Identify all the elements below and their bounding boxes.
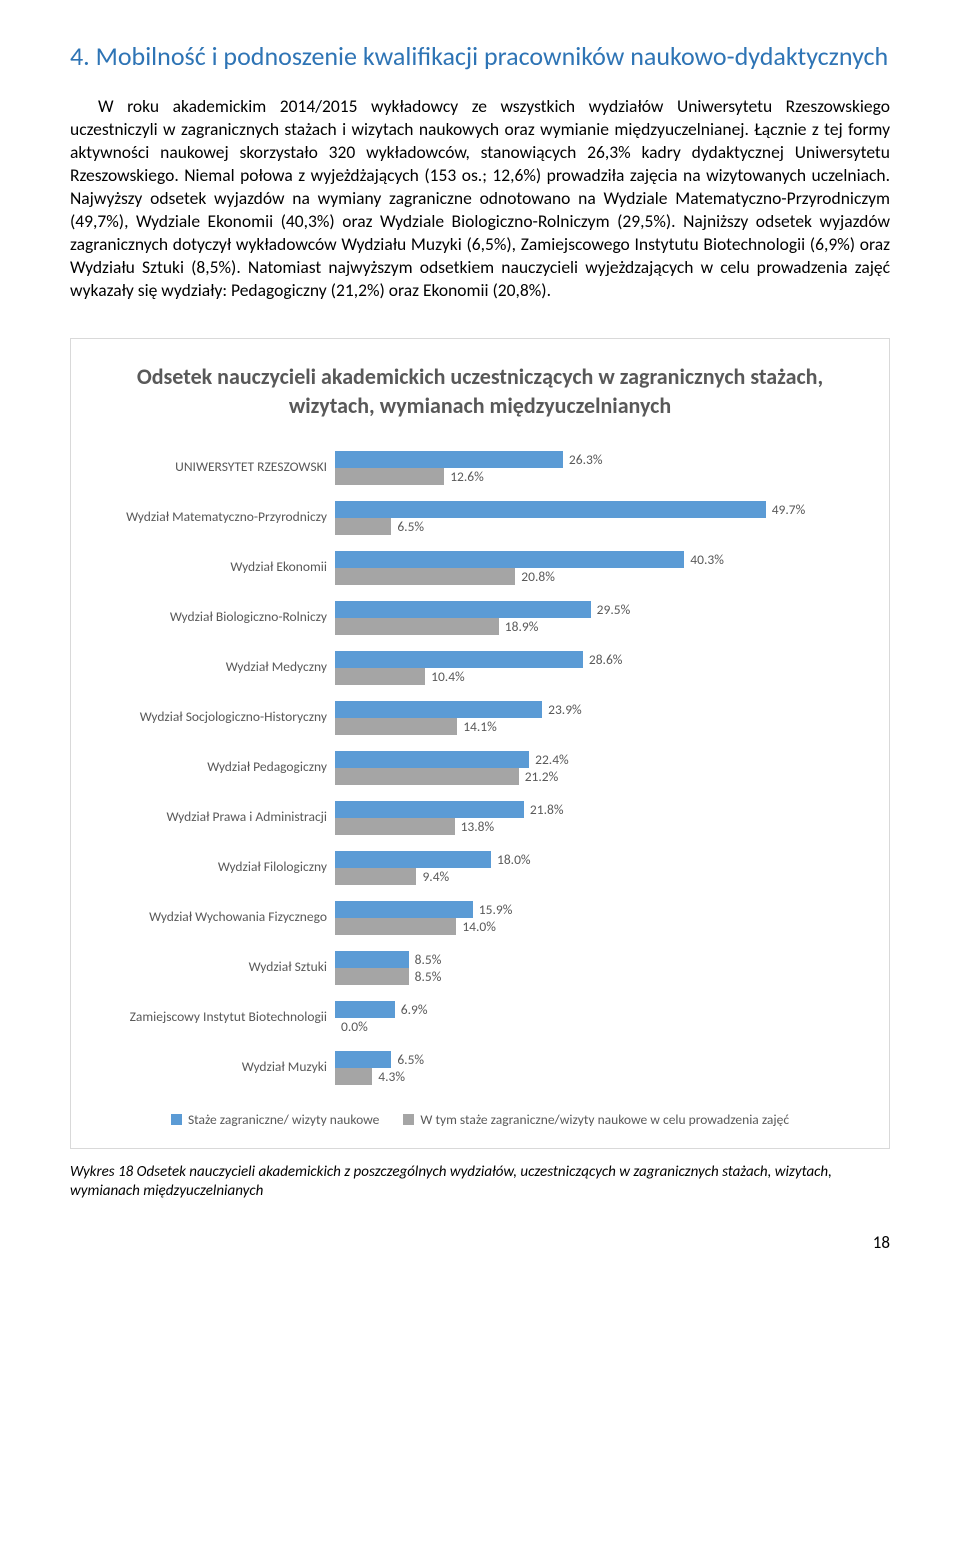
- chart-bar-value: 9.4%: [422, 868, 449, 885]
- chart-bar-value: 20.8%: [521, 568, 555, 585]
- chart-title: Odsetek nauczycieli akademickich uczestn…: [105, 363, 855, 420]
- chart-legend-item: Staże zagraniczne/ wizyty naukowe: [171, 1111, 379, 1128]
- chart-bar-value: 4.3%: [378, 1068, 405, 1085]
- chart-bar: [335, 1001, 395, 1018]
- chart-bar-value: 8.5%: [415, 951, 442, 968]
- chart-bar: [335, 768, 519, 785]
- chart-category-label: Wydział Sztuki: [105, 943, 335, 993]
- chart-bar-value: 40.3%: [690, 551, 724, 568]
- chart-container: Odsetek nauczycieli akademickich uczestn…: [70, 338, 890, 1148]
- chart-bar: [335, 851, 491, 868]
- chart-bar-group: 49.7% 6.5%: [335, 493, 855, 543]
- chart-bar: [335, 468, 444, 485]
- chart-bar: [335, 868, 416, 885]
- chart-bar: [335, 818, 455, 835]
- chart-bar-value: 26.3%: [569, 451, 603, 468]
- chart-category-label: Wydział Socjologiczno-Historyczny: [105, 693, 335, 743]
- chart-bar-value: 18.0%: [497, 851, 531, 868]
- chart-bar: [335, 1051, 391, 1068]
- chart-category-label: Wydział Medyczny: [105, 643, 335, 693]
- chart-category-label: Wydział Matematyczno-Przyrodniczy: [105, 493, 335, 543]
- chart-bar-value: 49.7%: [772, 501, 806, 518]
- legend-swatch: [403, 1114, 414, 1125]
- chart-bar-value: 22.4%: [535, 751, 569, 768]
- legend-swatch: [171, 1114, 182, 1125]
- chart-bar-group: 23.9% 14.1%: [335, 693, 855, 743]
- section-heading: 4. Mobilność i podnoszenie kwalifikacji …: [70, 40, 890, 73]
- chart-bar: [335, 618, 499, 635]
- chart-bar-value: 6.5%: [397, 1051, 424, 1068]
- chart-category-label: UNIWERSYTET RZESZOWSKI: [105, 443, 335, 493]
- chart-bar-group: 28.6% 10.4%: [335, 643, 855, 693]
- chart-bar-value: 18.9%: [505, 618, 539, 635]
- chart-bar-value: 28.6%: [589, 651, 623, 668]
- chart-bar: [335, 651, 583, 668]
- chart-category-label: Wydział Biologiczno-Rolniczy: [105, 593, 335, 643]
- chart-bar-group: 15.9%14.0%: [335, 893, 855, 943]
- chart-category-label: Wydział Pedagogiczny: [105, 743, 335, 793]
- chart-bar: [335, 951, 409, 968]
- chart-category-label: Wydział Muzyki: [105, 1043, 335, 1093]
- chart-bar-group: 8.5%8.5%: [335, 943, 855, 993]
- chart-bar-value: 6.5%: [397, 518, 424, 535]
- chart-bar-group: 29.5% 18.9%: [335, 593, 855, 643]
- chart-bar: [335, 701, 542, 718]
- chart-bar: [335, 968, 409, 985]
- chart-legend-item: W tym staże zagraniczne/wizyty naukowe w…: [403, 1111, 789, 1128]
- chart-bar: [335, 518, 391, 535]
- chart-bar-value: 14.0%: [462, 918, 496, 935]
- chart-bars-area: 26.3%12.6%49.7%6.5%40.3%20.8%29.5%18.9%2…: [335, 443, 855, 1093]
- chart-bar-group: 6.5%4.3%: [335, 1043, 855, 1093]
- chart-legend: Staże zagraniczne/ wizyty naukowe W tym s…: [105, 1111, 855, 1128]
- chart-bar-value: 15.9%: [479, 901, 513, 918]
- chart-bar: [335, 751, 529, 768]
- chart-category-labels: UNIWERSYTET RZESZOWSKIWydział Matematycz…: [105, 443, 335, 1093]
- chart-bar: [335, 668, 425, 685]
- chart-bar-group: 40.3% 20.8%: [335, 543, 855, 593]
- chart-bar-group: 26.3% 12.6%: [335, 443, 855, 493]
- chart-bar: [335, 901, 473, 918]
- chart-category-label: Wydział Filologiczny: [105, 843, 335, 893]
- chart-bar-value: 10.4%: [431, 668, 465, 685]
- chart-bar-group: 21.8% 13.8%: [335, 793, 855, 843]
- chart-bar: [335, 601, 591, 618]
- chart-bar: [335, 918, 456, 935]
- chart-category-label: Zamiejscowy Instytut Biotechnologii: [105, 993, 335, 1043]
- chart-bar-value: 8.5%: [415, 968, 442, 985]
- chart-body: UNIWERSYTET RZESZOWSKIWydział Matematycz…: [105, 443, 855, 1093]
- chart-bar-value: 21.8%: [530, 801, 564, 818]
- chart-category-label: Wydział Ekonomii: [105, 543, 335, 593]
- chart-bar-value: 6.9%: [401, 1001, 428, 1018]
- figure-caption: Wykres 18 Odsetek nauczycieli akademicki…: [70, 1163, 890, 1202]
- chart-bar-group: 22.4%21.2%: [335, 743, 855, 793]
- legend-label: Staże zagraniczne/ wizyty naukowe: [188, 1111, 379, 1128]
- chart-bar-value: 13.8%: [461, 818, 495, 835]
- chart-bar: [335, 801, 524, 818]
- chart-category-label: Wydział Prawa i Administracji: [105, 793, 335, 843]
- chart-bar: [335, 501, 766, 518]
- chart-bar: [335, 551, 684, 568]
- chart-bar-value: 29.5%: [597, 601, 631, 618]
- chart-bar: [335, 718, 457, 735]
- chart-bar: [335, 451, 563, 468]
- chart-category-label: Wydział Wychowania Fizycznego: [105, 893, 335, 943]
- chart-bar-value: 0.0%: [341, 1018, 368, 1035]
- chart-bar: [335, 568, 515, 585]
- page-number: 18: [70, 1232, 890, 1253]
- body-paragraph: W roku akademickim 2014/2015 wykładowcy …: [70, 95, 890, 303]
- chart-bar-value: 23.9%: [548, 701, 582, 718]
- legend-label: W tym staże zagraniczne/wizyty naukowe w…: [420, 1111, 789, 1128]
- chart-bar: [335, 1068, 372, 1085]
- chart-bar-value: 12.6%: [450, 468, 484, 485]
- chart-bar-value: 21.2%: [525, 768, 559, 785]
- chart-bar-value: 14.1%: [463, 718, 497, 735]
- chart-bar-group: 18.0% 9.4%: [335, 843, 855, 893]
- chart-bar-group: 6.9% 0.0%: [335, 993, 855, 1043]
